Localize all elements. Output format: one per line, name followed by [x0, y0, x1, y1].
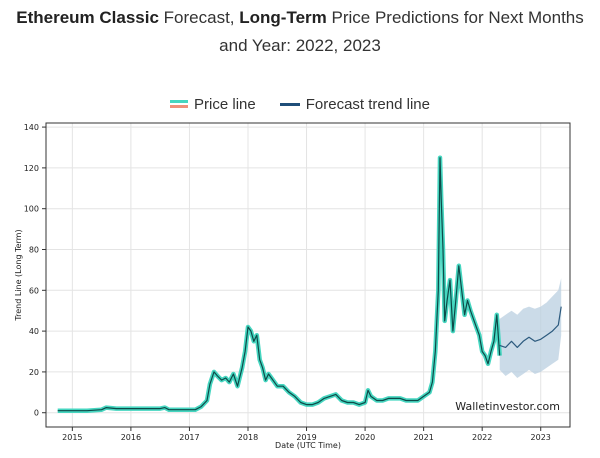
x-tick-label: 2023 [531, 433, 551, 442]
title-term: Long-Term [239, 8, 327, 27]
x-tick-label: 2016 [121, 433, 141, 442]
y-tick-label: 120 [24, 164, 39, 173]
title-line-1: Ethereum Classic Forecast, Long-Term Pri… [0, 4, 600, 32]
trend-line-swatch-icon [279, 103, 300, 106]
y-tick-label: 140 [24, 123, 39, 132]
title-line-2: and Year: 2022, 2023 [219, 36, 381, 55]
title-text-b: Price Predictions for Next Months [326, 8, 584, 27]
y-tick-label: 80 [29, 245, 39, 254]
forecast-band [499, 278, 562, 378]
legend-item-price: Price line [170, 96, 256, 113]
price-line-swatch-icon [170, 100, 189, 109]
forecast-trend-line [499, 306, 562, 348]
chart-grid [46, 123, 570, 427]
legend-item-trend: Forecast trend line [279, 96, 430, 113]
title-coin-name: Ethereum Classic [16, 8, 159, 27]
x-tick-label: 2019 [296, 433, 316, 442]
x-tick-label: 2015 [62, 433, 82, 442]
x-tick-label: 2021 [413, 433, 433, 442]
title-text-a: Forecast, [158, 8, 240, 27]
axis-ticks: 2015 2016 2017 2018 2019 2020 2021 2022 2023 0 20 4… [24, 123, 551, 442]
y-tick-label: 40 [29, 327, 39, 336]
y-tick-label: 0 [34, 409, 39, 418]
price-line [57, 157, 501, 412]
legend-price-label: Price line [194, 96, 256, 113]
y-tick-label: 100 [24, 205, 39, 214]
y-axis-label: Trend Line (Long Term) [14, 229, 23, 321]
legend-trend-label: Forecast trend line [305, 96, 430, 113]
x-tick-label: 2020 [355, 433, 375, 442]
y-tick-label: 20 [29, 368, 39, 377]
y-tick-label: 60 [29, 286, 39, 295]
watermark-text: Walletinvestor.com [455, 400, 560, 413]
x-axis-label: Date (UTC Time) [275, 441, 341, 450]
x-tick-label: 2022 [472, 433, 492, 442]
page-title: Ethereum Classic Forecast, Long-Term Pri… [0, 4, 600, 60]
plot-area-frame [45, 122, 571, 428]
x-tick-label: 2018 [238, 433, 258, 442]
chart-legend: Price line Forecast trend line [0, 96, 600, 113]
x-tick-label: 2017 [179, 433, 199, 442]
